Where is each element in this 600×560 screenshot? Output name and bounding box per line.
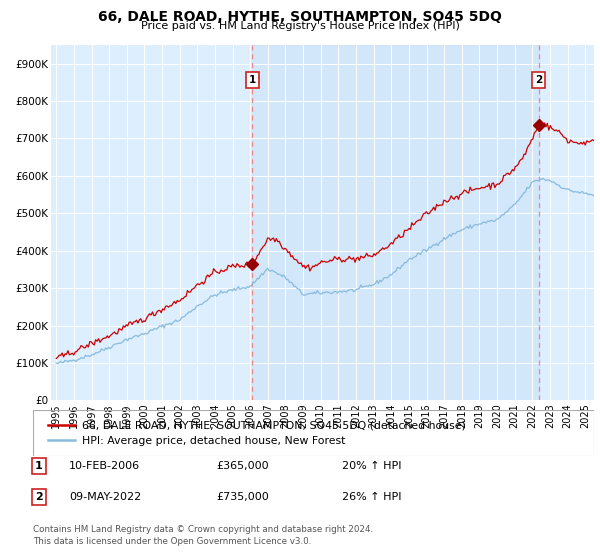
Text: 26% ↑ HPI: 26% ↑ HPI — [342, 492, 401, 502]
Text: 10-FEB-2006: 10-FEB-2006 — [69, 461, 140, 471]
Text: Contains HM Land Registry data © Crown copyright and database right 2024.
This d: Contains HM Land Registry data © Crown c… — [33, 525, 373, 546]
Text: 1: 1 — [249, 76, 256, 85]
Legend: 66, DALE ROAD, HYTHE, SOUTHAMPTON, SO45 5DQ (detached house), HPI: Average price: 66, DALE ROAD, HYTHE, SOUTHAMPTON, SO45 … — [44, 417, 470, 450]
Bar — [253, 45, 539, 400]
Text: 1: 1 — [35, 461, 43, 471]
Text: 2: 2 — [535, 76, 542, 85]
Text: 66, DALE ROAD, HYTHE, SOUTHAMPTON, SO45 5DQ: 66, DALE ROAD, HYTHE, SOUTHAMPTON, SO45 … — [98, 10, 502, 24]
Text: 2: 2 — [35, 492, 43, 502]
Text: £735,000: £735,000 — [216, 492, 269, 502]
Text: Price paid vs. HM Land Registry's House Price Index (HPI): Price paid vs. HM Land Registry's House … — [140, 21, 460, 31]
Text: 09-MAY-2022: 09-MAY-2022 — [69, 492, 141, 502]
Text: 20% ↑ HPI: 20% ↑ HPI — [342, 461, 401, 471]
Text: £365,000: £365,000 — [216, 461, 269, 471]
